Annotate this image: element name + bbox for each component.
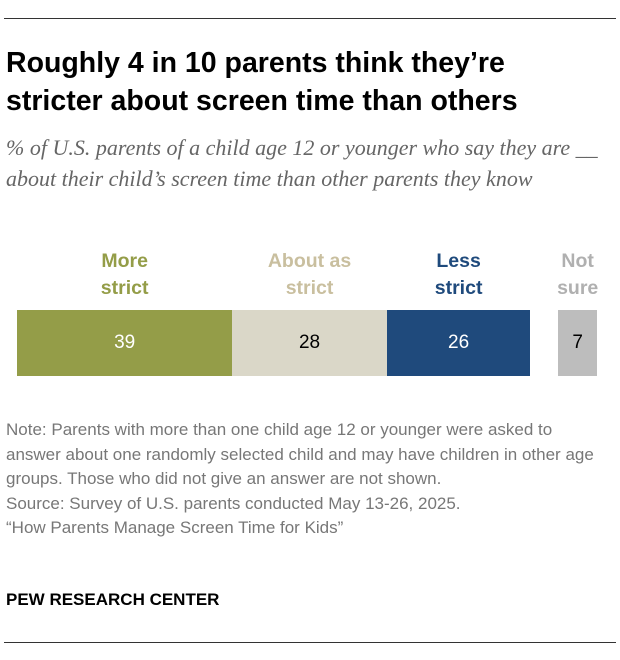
value-label: 7	[572, 332, 583, 353]
bar-less-strict: 26	[386, 310, 531, 376]
category-label: Not sure	[557, 250, 599, 299]
category-label: More strict	[100, 250, 149, 299]
value-label: 28	[298, 332, 321, 353]
bottom-rule	[4, 642, 616, 643]
bar-about-as-strict: 28	[232, 310, 387, 376]
note-text: Note: Parents with more than one child a…	[6, 420, 594, 488]
bar-more-strict: 39	[17, 310, 233, 376]
top-rule	[4, 18, 616, 19]
report-title: “How Parents Manage Screen Time for Kids…	[6, 518, 344, 537]
footnotes: Note: Parents with more than one child a…	[6, 418, 606, 541]
chart-subtitle: % of U.S. parents of a child age 12 or y…	[6, 135, 598, 191]
value-label: 26	[448, 332, 470, 353]
bar-not-sure: 7	[558, 310, 597, 376]
chart-title: Roughly 4 in 10 parents think they’re st…	[6, 47, 518, 117]
category-label: Less strict	[434, 250, 483, 299]
brand-logo-text: PEW RESEARCH CENTER	[6, 590, 220, 609]
source-text: Source: Survey of U.S. parents conducted…	[6, 493, 461, 513]
category-label: About as strict	[267, 250, 352, 299]
value-label: 39	[114, 332, 136, 353]
